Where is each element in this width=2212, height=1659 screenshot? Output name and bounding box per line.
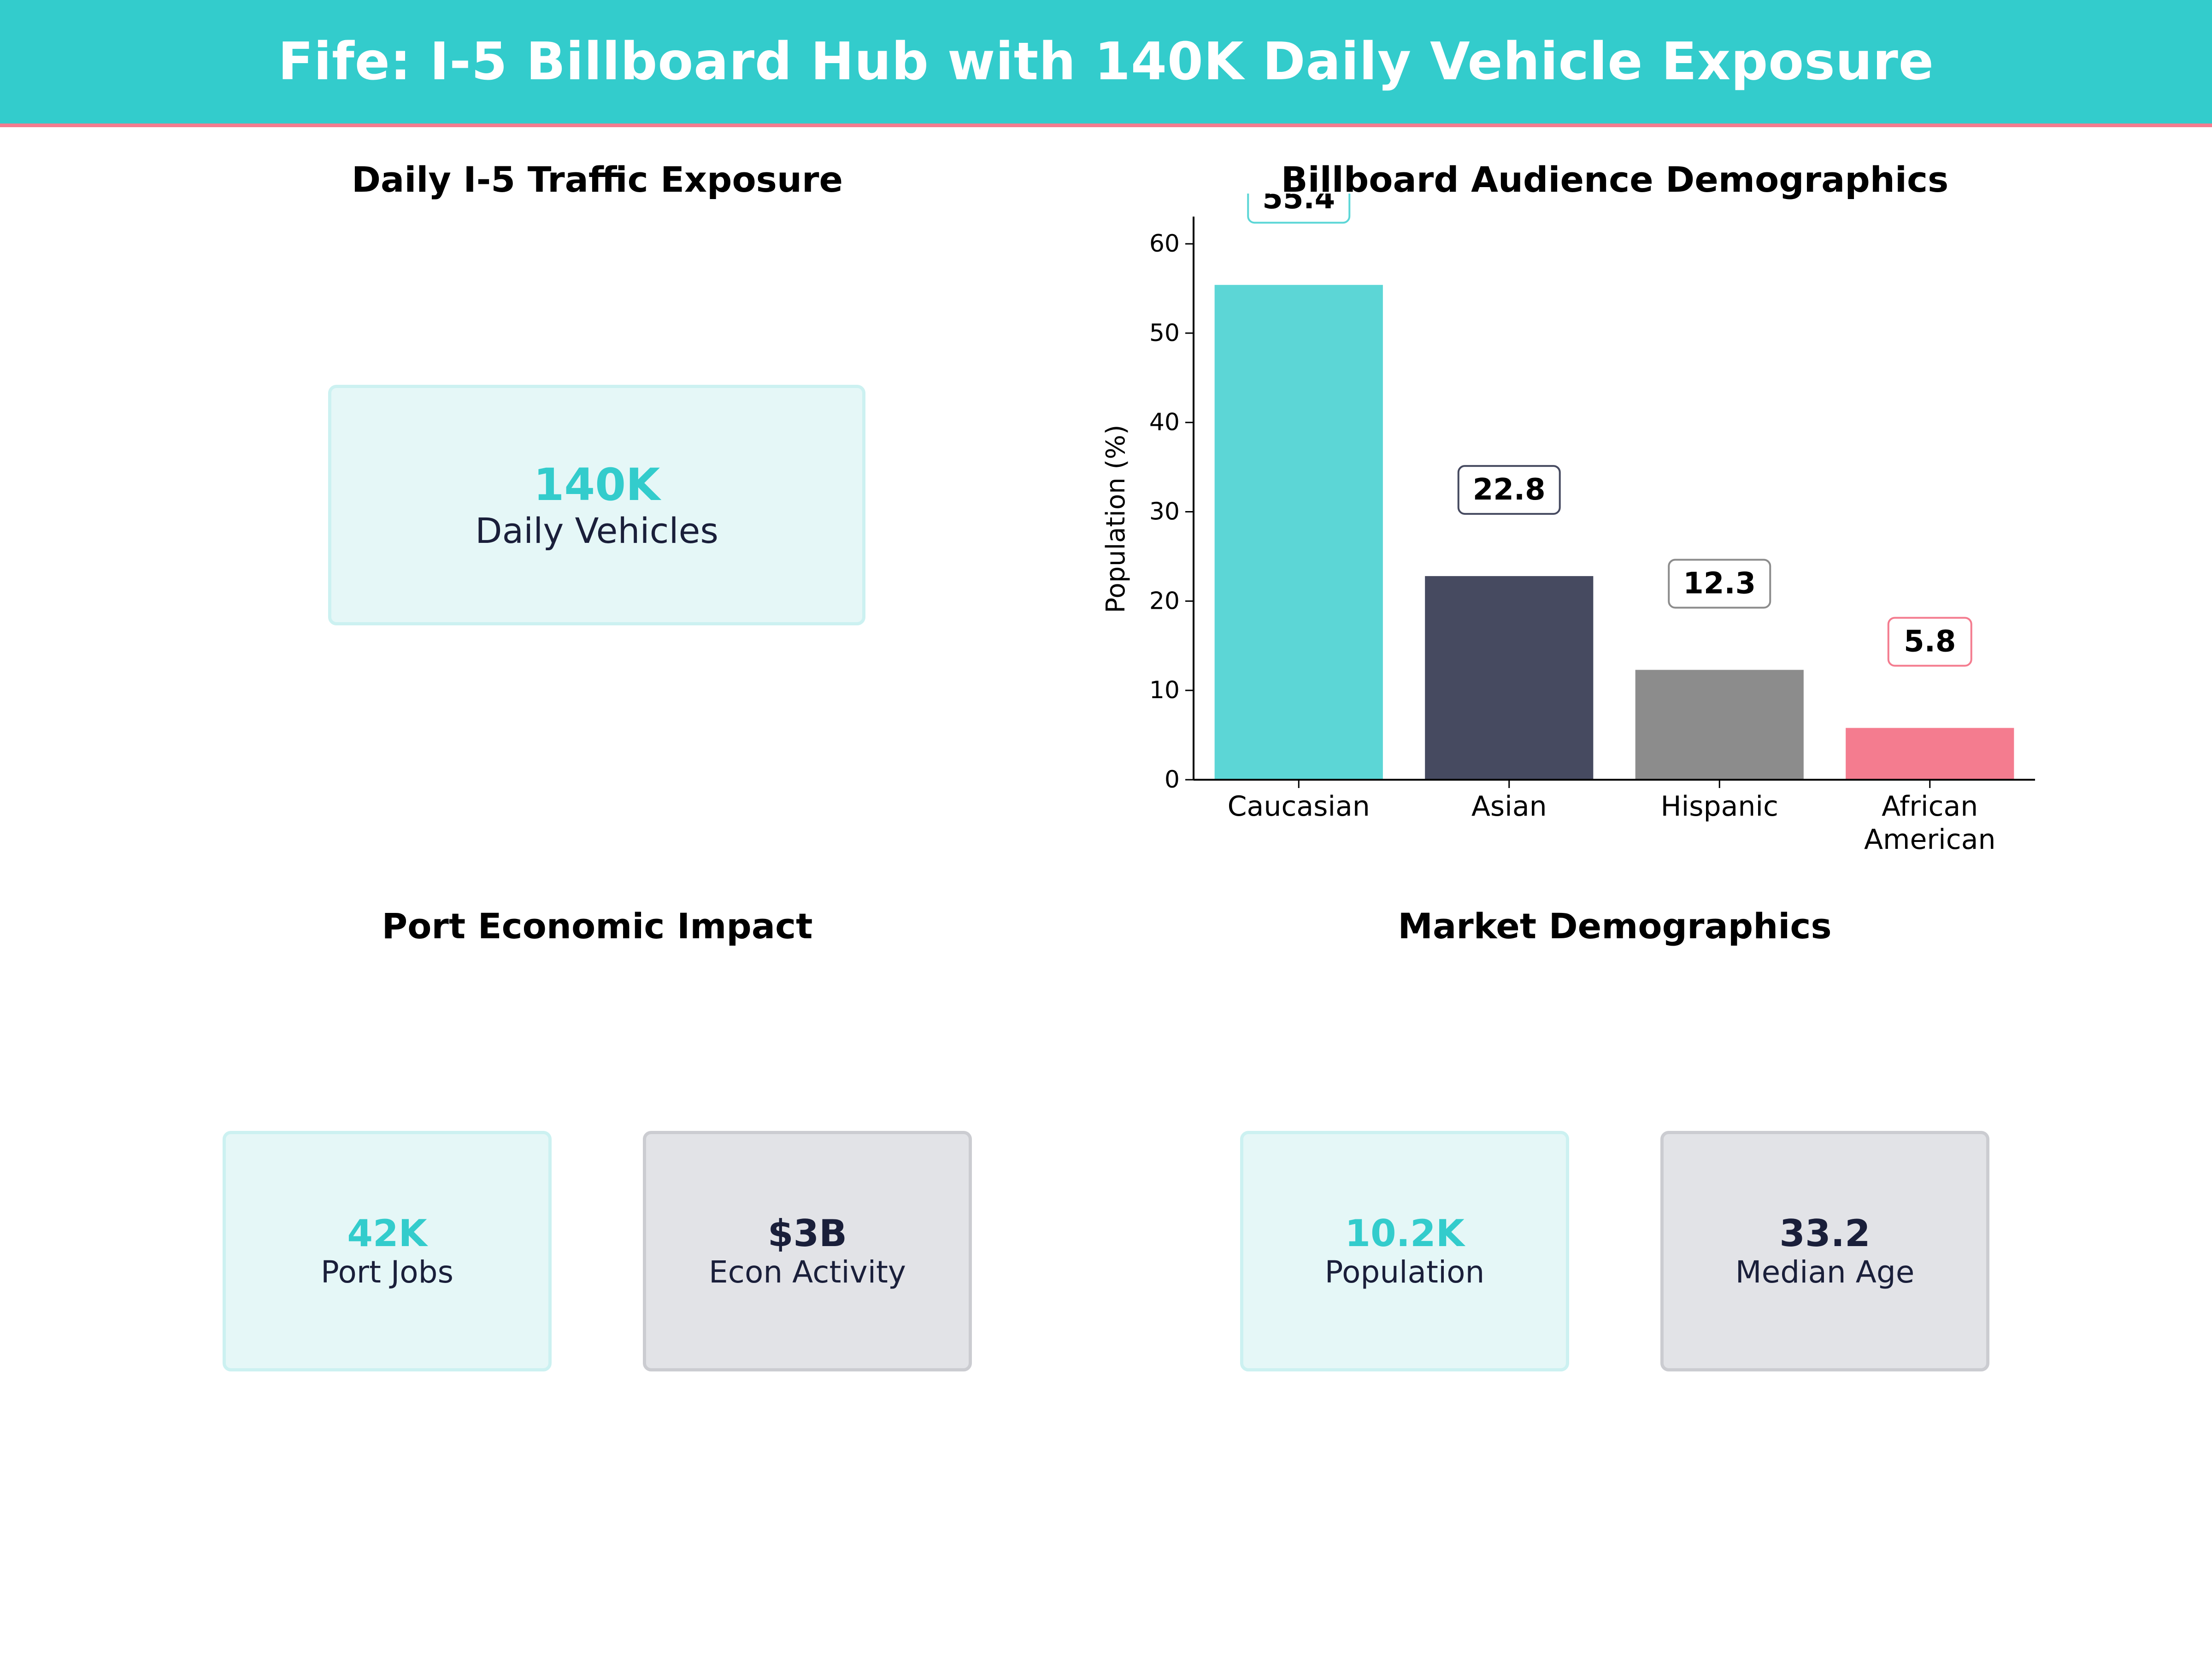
data-label-box [1247, 194, 1351, 224]
econ-activity-value: $3B [767, 1212, 847, 1255]
bar [1214, 285, 1383, 780]
population-value: 10.2K [1345, 1212, 1465, 1255]
port-jobs-value: 42K [347, 1212, 427, 1255]
traffic-panel-title: Daily I-5 Traffic Exposure [351, 159, 843, 200]
x-tick-label: American [1864, 824, 1996, 856]
port-panel-title: Port Economic Impact [382, 906, 813, 947]
y-tick-label: 50 [1149, 319, 1180, 347]
x-tick-label: Asian [1471, 790, 1547, 823]
median-age-label: Median Age [1735, 1254, 1915, 1290]
y-tick-label: 10 [1149, 677, 1180, 704]
port-jobs-card: 42K Port Jobs [223, 1131, 552, 1371]
y-tick-label: 60 [1149, 230, 1180, 258]
daily-vehicles-card: 140K Daily Vehicles [328, 385, 865, 625]
y-tick-label: 20 [1149, 587, 1180, 615]
population-card: 10.2K Population [1240, 1131, 1569, 1371]
demographics-panel-title: Billboard Audience Demographics [1281, 159, 1949, 200]
data-label: 5.8 [1904, 625, 1956, 659]
y-tick-label: 40 [1149, 409, 1180, 436]
data-label: 22.8 [1473, 473, 1546, 507]
header-banner: Fife: I-5 Billboard Hub with 140K Daily … [0, 0, 2212, 127]
daily-vehicles-label: Daily Vehicles [475, 510, 718, 551]
x-tick-label: African [1882, 790, 1978, 823]
x-tick-label: Caucasian [1228, 790, 1370, 823]
port-jobs-label: Port Jobs [321, 1254, 453, 1290]
demographics-bar-chart: 0 10 20 30 40 50 60 55.4 Caucasian 22.8 Asian 12.3 H… [1101, 194, 2035, 856]
bar [1846, 728, 2014, 780]
population-label: Population [1324, 1254, 1485, 1290]
x-tick-label: Hispanic [1660, 790, 1778, 823]
y-tick-label: 0 [1165, 766, 1180, 794]
bar [1425, 576, 1594, 780]
bar [1635, 670, 1804, 780]
data-label: 55.4 [1262, 194, 1335, 216]
econ-activity-card: $3B Econ Activity [643, 1131, 972, 1371]
data-label-box [1668, 559, 1771, 609]
data-label: 12.3 [1683, 567, 1756, 601]
econ-activity-label: Econ Activity [708, 1254, 906, 1290]
daily-vehicles-value: 140K [533, 459, 660, 511]
market-panel-title: Market Demographics [1398, 906, 1832, 947]
median-age-card: 33.2 Median Age [1660, 1131, 1989, 1371]
y-axis-label: Population (%) [1101, 425, 1131, 613]
page-title: Fife: I-5 Billboard Hub with 140K Daily … [278, 32, 1934, 92]
y-tick-label: 30 [1149, 498, 1180, 526]
median-age-value: 33.2 [1779, 1212, 1871, 1255]
data-label-box [1457, 465, 1561, 515]
data-label-box [1887, 617, 1972, 667]
